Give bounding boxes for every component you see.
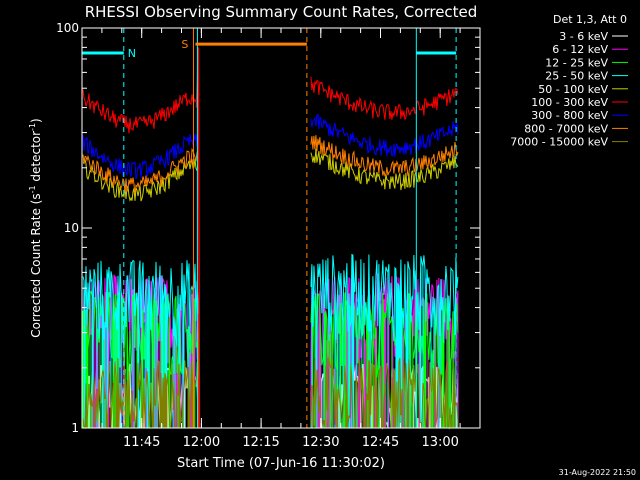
legend-label-6: 300 - 800 keV <box>531 109 608 122</box>
legend-label-0: 3 - 6 keV <box>559 30 608 43</box>
legend-label-1: 6 - 12 keV <box>552 43 608 56</box>
chart-title: RHESSI Observing Summary Count Rates, Co… <box>85 3 478 21</box>
axes: 1 10 100 11:45 12:00 12:15 12:30 12:45 13:00 <box>56 21 481 450</box>
y-tick-label: 10 <box>64 221 79 235</box>
series-line-7 <box>82 135 459 194</box>
y-tick-label: 1 <box>71 421 79 435</box>
x-tick-label: 12:00 <box>183 435 220 450</box>
x-axis-label: Start Time (07-Jun-16 11:30:02) <box>177 456 385 471</box>
timestamp: 31-Aug-2022 21:50 <box>559 468 636 477</box>
legend-label-5: 100 - 300 keV <box>531 96 608 109</box>
series-line-8 <box>82 357 459 430</box>
legend-label-2: 12 - 25 keV <box>545 56 608 69</box>
series-line-6 <box>82 112 459 180</box>
flag-label-1: S <box>181 38 188 51</box>
series-line-4 <box>82 148 459 202</box>
x-tick-label: 11:45 <box>123 435 160 450</box>
x-tick-label: 12:15 <box>242 435 279 450</box>
x-tick-label: 13:00 <box>421 435 458 450</box>
legend-label-7: 800 - 7000 keV <box>524 122 608 135</box>
flag-label-0: N <box>128 47 136 60</box>
y-axis-label: Corrected Count Rate (s-1 detector-1) <box>28 118 43 337</box>
legend-label-8: 7000 - 15000 keV <box>510 136 608 149</box>
x-tick-label: 12:30 <box>302 435 339 450</box>
legend-label-3: 25 - 50 keV <box>545 70 608 83</box>
plot-area: NS <box>82 28 459 430</box>
series-line-5 <box>82 76 459 134</box>
y-tick-label: 100 <box>56 21 79 35</box>
legend-header: Det 1,3, Att 0 <box>553 13 627 26</box>
x-tick-label: 12:45 <box>362 435 399 450</box>
legend-label-4: 50 - 100 keV <box>538 83 608 96</box>
